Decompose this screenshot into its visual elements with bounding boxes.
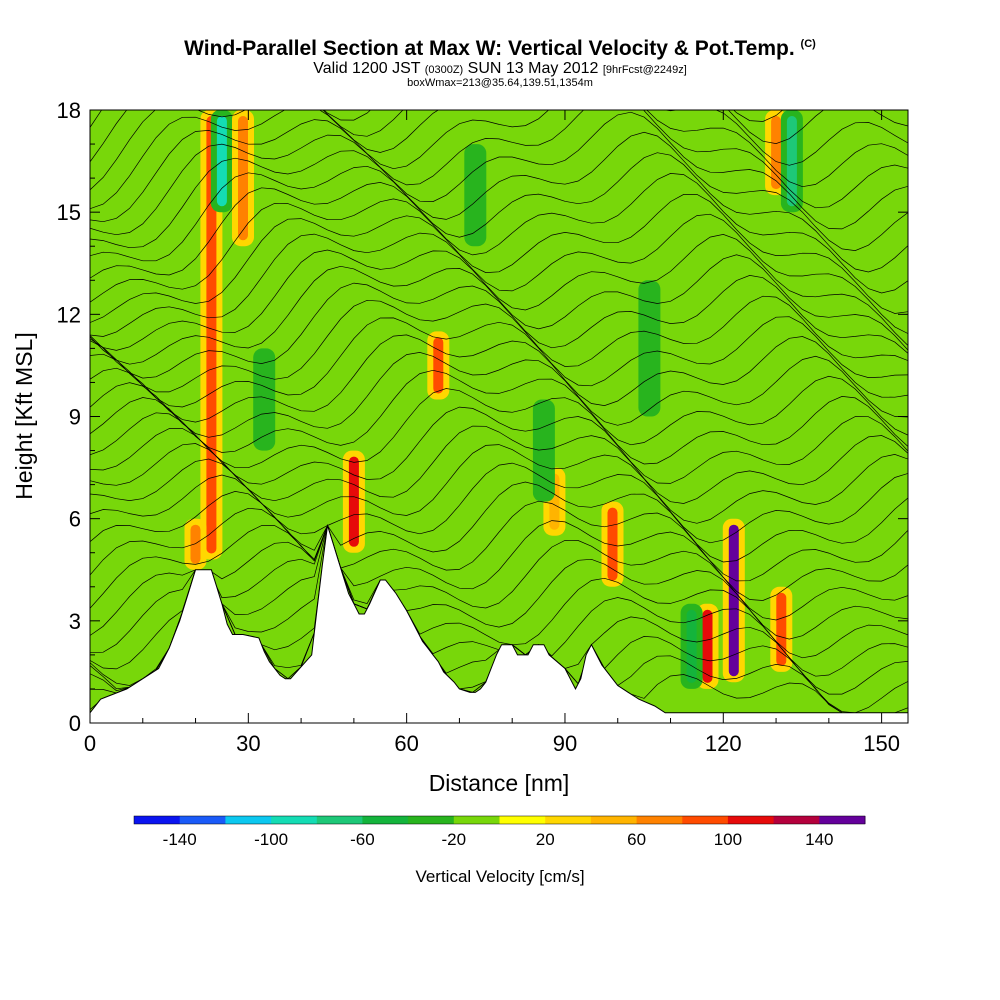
- colorbar-swatch: [682, 816, 729, 824]
- x-tick-label: 90: [553, 731, 577, 756]
- theta-contour: [90, 111, 908, 249]
- velocity-feature-core: [538, 405, 549, 496]
- colorbar-swatch: [179, 816, 226, 824]
- colorbar-label: Vertical Velocity [cm/s]: [415, 867, 584, 886]
- velocity-feature-core: [190, 524, 201, 564]
- y-ticks: 0 3 6 9 12 15 18: [57, 98, 908, 736]
- theta-contour: [90, 406, 908, 485]
- x-axis-label: Distance [nm]: [429, 770, 570, 796]
- colorbar-tick-label: -60: [350, 830, 375, 849]
- theta-contour: [90, 425, 908, 504]
- velocity-feature-core: [644, 286, 655, 411]
- theta-contour: [90, 234, 908, 351]
- theta-contour: [90, 481, 908, 563]
- colorbar-swatch: [316, 816, 363, 824]
- theta-contour: [90, 0, 908, 92]
- y-tick-label: 18: [57, 98, 81, 123]
- theta-contour: [90, 334, 908, 423]
- theta-contour: [90, 110, 103, 128]
- theta-contour: [90, 110, 908, 191]
- theta-contour: [90, 520, 908, 609]
- colorbar-tick-label: -20: [442, 830, 467, 849]
- colorbar-swatch: [727, 816, 775, 824]
- theta-contour: [90, 254, 908, 365]
- y-tick-label: 15: [57, 200, 81, 225]
- theta-contour: [90, 275, 908, 379]
- colorbar-swatch: [773, 816, 820, 824]
- velocity-feature-core: [238, 116, 248, 241]
- y-tick-label: 0: [69, 711, 81, 736]
- colorbar-swatch: [408, 816, 455, 824]
- theta-contour: [90, 369, 908, 453]
- theta-contour: [90, 152, 908, 279]
- theta-contour: [90, 316, 908, 408]
- colorbar-swatch: [545, 816, 592, 824]
- velocity-feature-core: [433, 337, 444, 394]
- theta-contour: [90, 388, 908, 469]
- colorbar-swatch: [453, 816, 500, 824]
- y-tick-label: 12: [57, 302, 81, 327]
- theta-contour: [90, 173, 908, 303]
- x-tick-label: 30: [236, 731, 260, 756]
- theta-contour: [90, 524, 908, 636]
- velocity-feature-core: [259, 354, 270, 445]
- colorbar-swatch: [362, 816, 409, 824]
- theta-contour: [90, 110, 908, 210]
- theta-contour: [90, 524, 908, 670]
- colorbar-tick-label: 140: [805, 830, 833, 849]
- colorbar-frame: [133, 815, 866, 825]
- theta-contour: [90, 524, 908, 654]
- theta-contour: [90, 462, 908, 544]
- y-axis-label: Height [Kft MSL]: [11, 332, 37, 499]
- theta-contour: [90, 110, 908, 236]
- theta-contour: [90, 0, 908, 76]
- colorbar-swatch: [636, 816, 683, 824]
- colorbar-tick-label: -100: [254, 830, 288, 849]
- x-tick-label: 120: [705, 731, 742, 756]
- y-tick-label: 9: [69, 405, 81, 430]
- velocity-feature-core: [728, 524, 739, 677]
- colorbar-swatch: [590, 816, 638, 824]
- x-tick-label: 0: [84, 731, 96, 756]
- chart-title: Wind-Parallel Section at Max W: Vertical…: [184, 37, 816, 60]
- y-tick-label: 3: [69, 609, 81, 634]
- theta-contour: [90, 500, 908, 582]
- theta-contour: [90, 444, 908, 524]
- colorbar-tick-label: 60: [627, 830, 646, 849]
- y-tick-label: 6: [69, 507, 81, 532]
- colorbar-swatch: [271, 816, 318, 824]
- colorbar-swatch: [499, 816, 546, 824]
- theta-contour: [90, 131, 908, 262]
- colorbar-swatch: [134, 816, 181, 824]
- theta-contours: [90, 0, 908, 714]
- x-tick-label: 60: [394, 731, 418, 756]
- colorbar-tick-label: 100: [714, 830, 742, 849]
- theta-contour: [90, 193, 908, 323]
- x-tick-label: 150: [863, 731, 900, 756]
- velocity-feature-core: [771, 116, 782, 190]
- velocity-feature-core: [206, 116, 217, 554]
- terrain: [90, 525, 908, 723]
- velocity-feature-core: [702, 609, 713, 683]
- colorbar-swatch: [819, 816, 866, 824]
- x-ticks: 0 30 60 90 120 150: [84, 110, 900, 756]
- chart-box-info: boxWmax=213@35.64,139.51,1354m: [407, 77, 593, 89]
- theta-contour: [90, 110, 784, 163]
- colorbar-tick-label: -140: [163, 830, 197, 849]
- velocity-feature-core: [776, 592, 787, 666]
- colorbar-swatch: [225, 816, 272, 824]
- theta-contour: [90, 110, 908, 223]
- theta-contour: [90, 352, 908, 438]
- colorbar: -140 -100 -60 -20 20 60 100 140: [133, 815, 866, 849]
- chart-subtitle: Valid 1200 JST (0300Z) SUN 13 May 2012 […: [313, 60, 687, 77]
- plot-area: [90, 0, 908, 723]
- velocity-feature-core: [470, 150, 481, 241]
- colorbar-tick-label: 20: [536, 830, 555, 849]
- theta-contour: [90, 213, 908, 337]
- velocity-feature-core: [348, 456, 359, 547]
- theta-contour: [90, 295, 908, 393]
